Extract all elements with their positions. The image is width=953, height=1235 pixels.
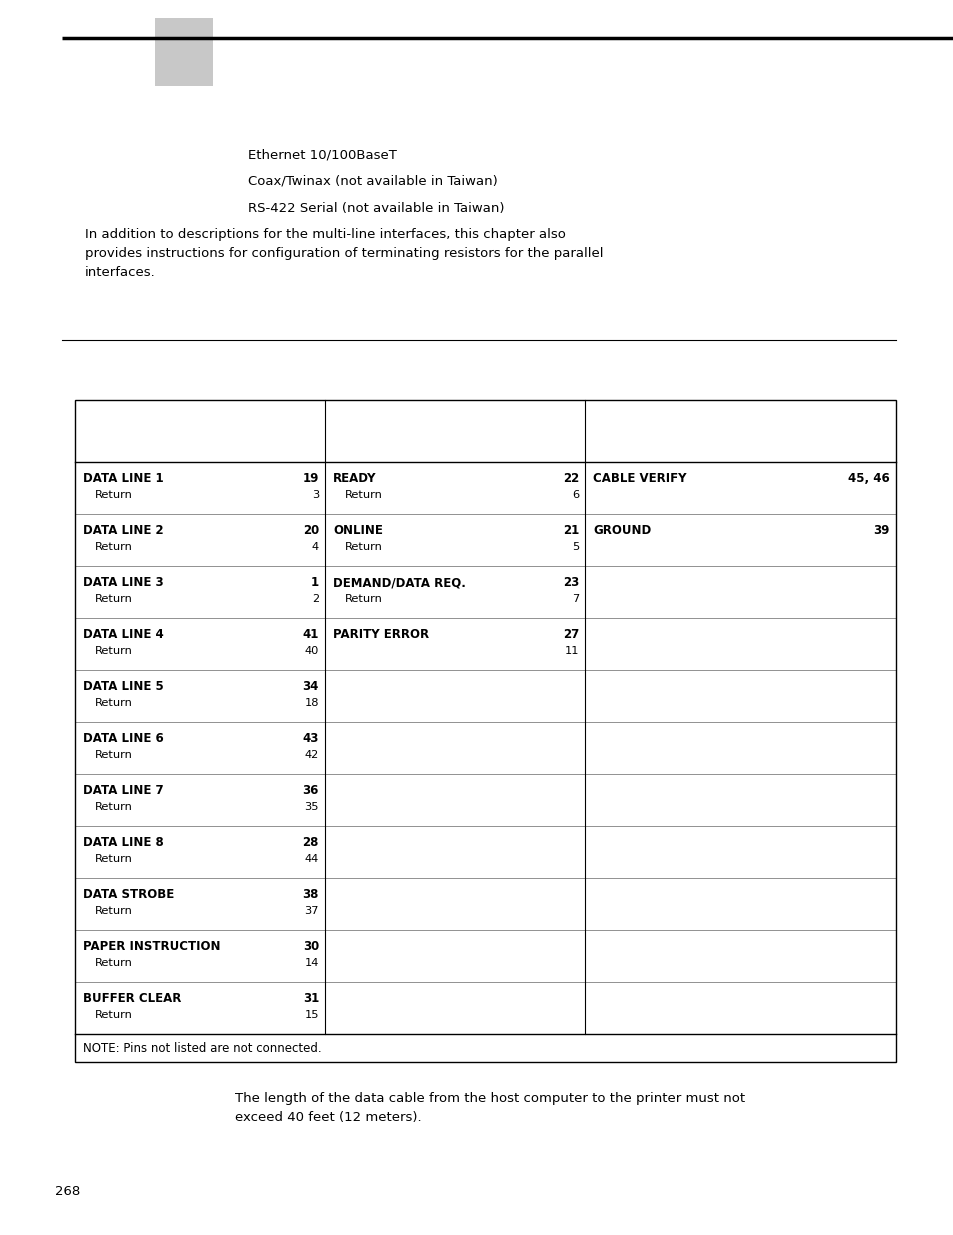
Text: provides instructions for configuration of terminating resistors for the paralle: provides instructions for configuration … (85, 247, 603, 261)
Text: DATA LINE 3: DATA LINE 3 (83, 576, 164, 589)
Text: DATA LINE 6: DATA LINE 6 (83, 732, 164, 745)
Text: NOTE: Pins not listed are not connected.: NOTE: Pins not listed are not connected. (83, 1041, 321, 1055)
Text: 4: 4 (312, 542, 318, 552)
Text: 18: 18 (304, 698, 318, 708)
Text: 36: 36 (302, 784, 318, 797)
Text: DATA LINE 8: DATA LINE 8 (83, 836, 164, 848)
Text: Return: Return (95, 490, 132, 500)
Text: 45, 46: 45, 46 (847, 472, 889, 485)
Text: 20: 20 (302, 524, 318, 537)
Text: Return: Return (95, 698, 132, 708)
Text: 31: 31 (302, 992, 318, 1005)
Text: 39: 39 (873, 524, 889, 537)
Text: Return: Return (95, 958, 132, 968)
Text: 28: 28 (302, 836, 318, 848)
Text: DATA LINE 4: DATA LINE 4 (83, 629, 164, 641)
Text: Return: Return (95, 1010, 132, 1020)
Text: 11: 11 (564, 646, 578, 656)
Text: 7: 7 (571, 594, 578, 604)
Text: DATA STROBE: DATA STROBE (83, 888, 174, 902)
Text: interfaces.: interfaces. (85, 266, 155, 279)
Text: 5: 5 (571, 542, 578, 552)
Text: 2: 2 (312, 594, 318, 604)
Text: 38: 38 (302, 888, 318, 902)
Text: 41: 41 (302, 629, 318, 641)
Text: 30: 30 (302, 940, 318, 953)
Text: 268: 268 (55, 1186, 80, 1198)
Text: 19: 19 (302, 472, 318, 485)
Text: Return: Return (95, 853, 132, 864)
Text: 1: 1 (311, 576, 318, 589)
Text: 35: 35 (304, 802, 318, 811)
Text: 22: 22 (562, 472, 578, 485)
Text: DATA LINE 7: DATA LINE 7 (83, 784, 164, 797)
Text: DATA LINE 5: DATA LINE 5 (83, 680, 164, 693)
Bar (75, 400, 895, 1062)
Text: 40: 40 (304, 646, 318, 656)
Text: exceed 40 feet (12 meters).: exceed 40 feet (12 meters). (234, 1112, 421, 1124)
Text: 15: 15 (304, 1010, 318, 1020)
Text: GROUND: GROUND (593, 524, 651, 537)
Text: Return: Return (345, 542, 382, 552)
Text: 42: 42 (304, 750, 318, 760)
Text: Return: Return (345, 594, 382, 604)
Text: DATA LINE 2: DATA LINE 2 (83, 524, 164, 537)
Text: 43: 43 (302, 732, 318, 745)
Text: CABLE VERIFY: CABLE VERIFY (593, 472, 686, 485)
Text: PAPER INSTRUCTION: PAPER INSTRUCTION (83, 940, 220, 953)
Text: The length of the data cable from the host computer to the printer must not: The length of the data cable from the ho… (234, 1092, 744, 1105)
Text: BUFFER CLEAR: BUFFER CLEAR (83, 992, 181, 1005)
Text: DEMAND/DATA REQ.: DEMAND/DATA REQ. (333, 576, 465, 589)
Text: In addition to descriptions for the multi-line interfaces, this chapter also: In addition to descriptions for the mult… (85, 228, 565, 241)
Text: RS-422 Serial (not available in Taiwan): RS-422 Serial (not available in Taiwan) (248, 203, 504, 215)
Text: 44: 44 (304, 853, 318, 864)
Text: Return: Return (345, 490, 382, 500)
Text: 37: 37 (304, 906, 318, 916)
Text: READY: READY (333, 472, 376, 485)
Text: 6: 6 (571, 490, 578, 500)
Text: Return: Return (95, 802, 132, 811)
Text: Return: Return (95, 542, 132, 552)
Text: 14: 14 (304, 958, 318, 968)
Text: 27: 27 (562, 629, 578, 641)
Text: 3: 3 (312, 490, 318, 500)
Text: 21: 21 (562, 524, 578, 537)
Text: 34: 34 (302, 680, 318, 693)
Text: PARITY ERROR: PARITY ERROR (333, 629, 429, 641)
Text: 23: 23 (562, 576, 578, 589)
Bar (154, 19, 213, 86)
Text: Return: Return (95, 906, 132, 916)
Text: Return: Return (95, 594, 132, 604)
Text: Ethernet 10/100BaseT: Ethernet 10/100BaseT (248, 148, 396, 161)
Text: DATA LINE 1: DATA LINE 1 (83, 472, 164, 485)
Text: Return: Return (95, 646, 132, 656)
Text: ONLINE: ONLINE (333, 524, 382, 537)
Text: Return: Return (95, 750, 132, 760)
Text: Coax/Twinax (not available in Taiwan): Coax/Twinax (not available in Taiwan) (248, 175, 497, 188)
